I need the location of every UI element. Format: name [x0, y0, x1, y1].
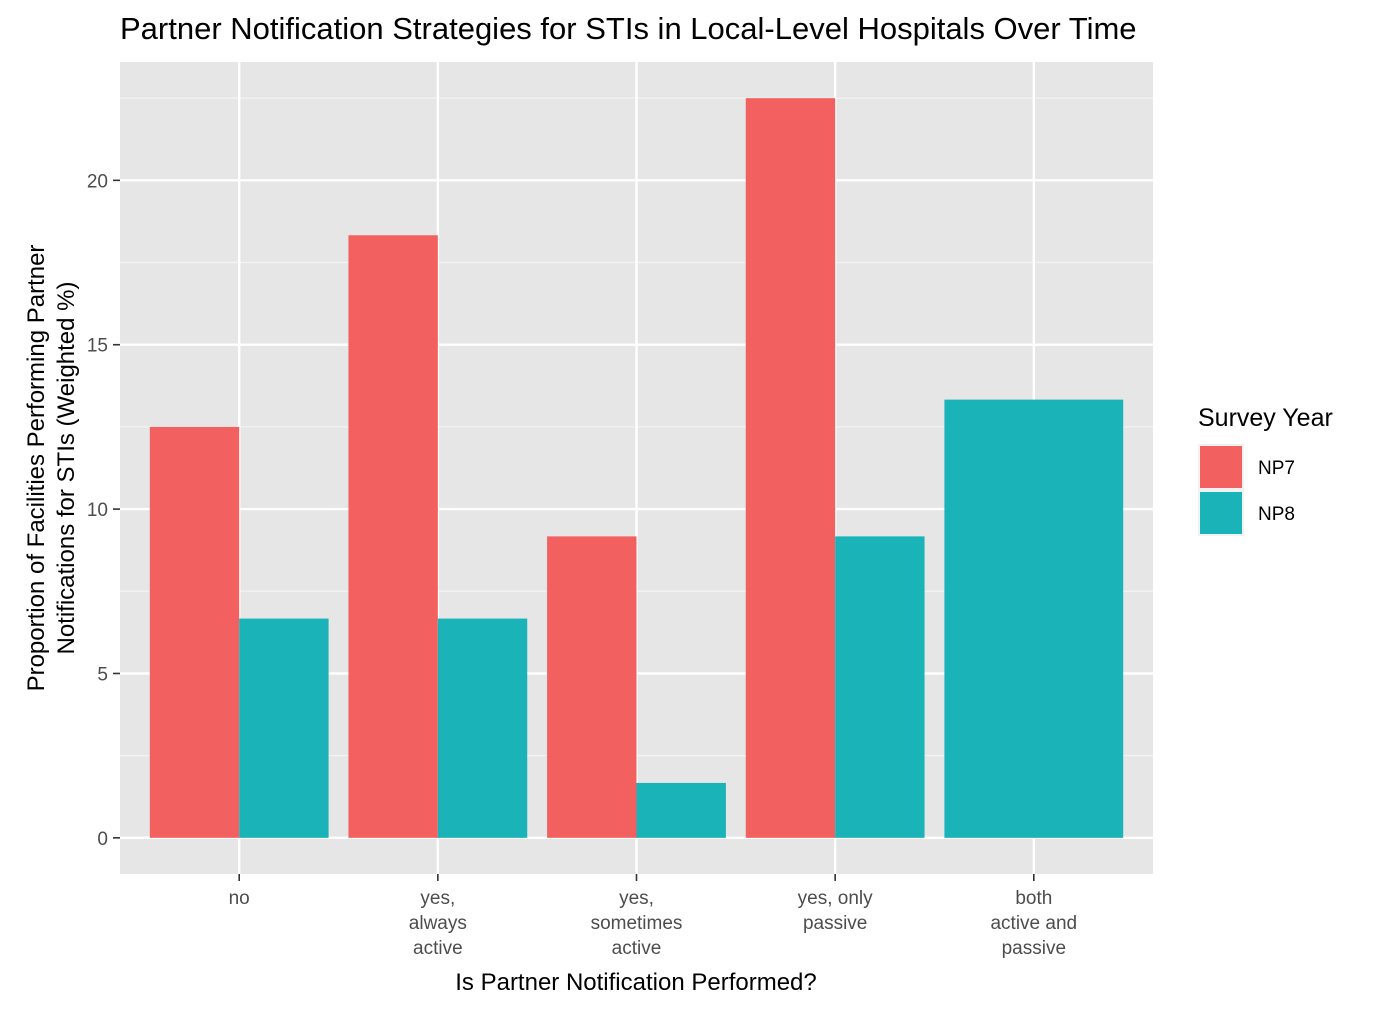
- y-tick-label: 5: [97, 664, 108, 685]
- bar-np8-1: [437, 618, 528, 838]
- x-tick-label-line: sometimes: [591, 913, 683, 934]
- bar-np8-0: [239, 618, 329, 838]
- bars: [149, 98, 1124, 838]
- x-tick-label: both active and passive: [990, 888, 1077, 959]
- legend-swatch-np7: [1200, 446, 1242, 488]
- bar-np7-3: [745, 98, 836, 838]
- legend-swatch-np8: [1200, 492, 1242, 534]
- bar-np8-2: [636, 782, 726, 838]
- y-axis-title: Proportion of Facilities Performing Part…: [23, 245, 80, 692]
- x-tick-label-line: active: [612, 938, 662, 959]
- bar-np8-4: [944, 399, 1124, 838]
- chart-title: Partner Notification Strategies for STIs…: [120, 11, 1137, 46]
- y-tick-label: 10: [87, 500, 108, 521]
- bar-np8-3: [835, 536, 925, 838]
- y-axis-title-line: Notifications for STIs (Weighted %): [53, 281, 80, 654]
- y-tick-label: 20: [87, 171, 108, 192]
- bar-np7-1: [348, 235, 438, 838]
- x-axis-title: Is Partner Notification Performed?: [455, 969, 817, 996]
- x-tick-label-line: yes,: [619, 888, 654, 909]
- x-tick-label: yes, sometimes active: [591, 888, 683, 959]
- x-tick-label-line: both: [1015, 888, 1052, 909]
- x-tick-label-line: passive: [803, 913, 867, 934]
- x-tick-label-line: yes,: [420, 888, 455, 909]
- x-tick-label-line: no: [229, 888, 250, 909]
- y-axis: 0 5 10 15 20: [87, 171, 120, 850]
- legend-label-np7: NP7: [1258, 458, 1295, 479]
- bar-np7-0: [149, 426, 240, 838]
- y-tick-label: 0: [97, 829, 108, 850]
- y-axis-title-line: Proportion of Facilities Performing Part…: [23, 245, 50, 692]
- x-tick-label-line: yes, only: [798, 888, 873, 909]
- bar-np7-2: [547, 536, 637, 838]
- x-tick-label: no: [229, 888, 250, 909]
- x-tick-label: yes, always active: [409, 888, 467, 959]
- legend-label-np8: NP8: [1258, 504, 1295, 525]
- y-tick-label: 15: [87, 336, 108, 357]
- x-tick-label-line: active and: [990, 913, 1077, 934]
- x-tick-label-line: passive: [1002, 938, 1066, 959]
- x-tick-label-line: always: [409, 913, 467, 934]
- x-tick-label-line: active: [413, 938, 463, 959]
- x-tick-label: yes, only passive: [798, 888, 873, 934]
- legend: Survey Year NP7 NP8: [1198, 404, 1333, 536]
- legend-title: Survey Year: [1198, 404, 1333, 432]
